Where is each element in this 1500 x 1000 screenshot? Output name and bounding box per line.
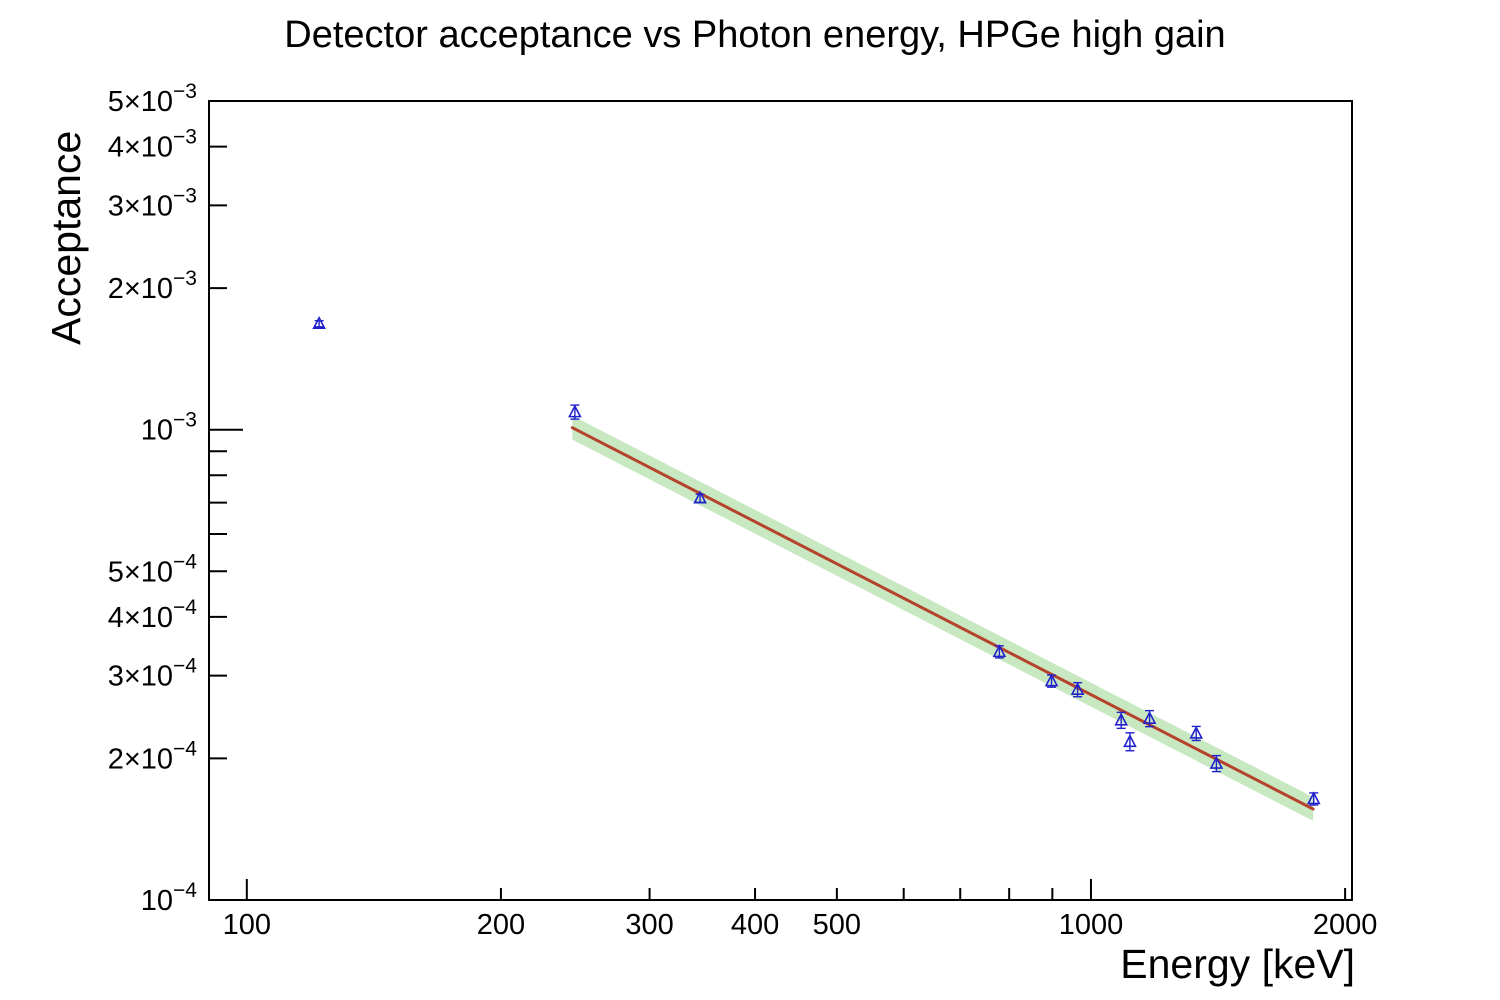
data-point — [568, 404, 582, 418]
y-tick-label: 2×10−3 — [108, 267, 197, 305]
y-tick-label: 5×10−3 — [108, 80, 197, 118]
plot-area: 100 200 300 400 500 1000 2000 5×10−3 4×10−3 3×10−… — [108, 80, 1378, 941]
y-axis-title: Acceptance — [43, 131, 89, 345]
data-point — [1044, 673, 1059, 687]
y-tick-label: 3×10−3 — [108, 184, 197, 222]
data-point — [1306, 791, 1321, 805]
x-tick-label: 400 — [731, 909, 779, 941]
y-tick-label: 10−3 — [141, 409, 197, 447]
y-tick-label: 4×10−4 — [108, 596, 198, 634]
x-tick-label: 2000 — [1313, 909, 1378, 941]
plot-frame — [208, 100, 1353, 901]
data-point — [1209, 755, 1224, 769]
data-point — [693, 490, 707, 504]
x-tick-label: 300 — [625, 909, 673, 941]
y-tick-label: 5×10−4 — [108, 550, 198, 588]
x-tick-label: 100 — [223, 909, 271, 941]
fit-line — [570, 426, 1315, 811]
y-tick-label: 3×10−4 — [108, 655, 198, 693]
y-tick-label: 2×10−4 — [108, 737, 198, 775]
y-tick-label: 4×10−3 — [108, 126, 197, 164]
x-axis-title: Energy [keV] — [1120, 941, 1355, 987]
chart-title: Detector acceptance vs Photon energy, HP… — [284, 14, 1225, 56]
data-point — [992, 644, 1007, 658]
x-tick-label: 200 — [477, 909, 525, 941]
x-tick-label: 1000 — [1059, 909, 1124, 941]
y-tick-label: 10−4 — [141, 879, 198, 917]
data-point — [1189, 725, 1204, 739]
data-point — [1142, 710, 1157, 724]
x-tick-label: 500 — [813, 909, 861, 941]
data-point — [312, 316, 326, 330]
data-point — [1114, 712, 1128, 726]
data-point — [1123, 734, 1137, 748]
data-point — [1070, 681, 1085, 696]
